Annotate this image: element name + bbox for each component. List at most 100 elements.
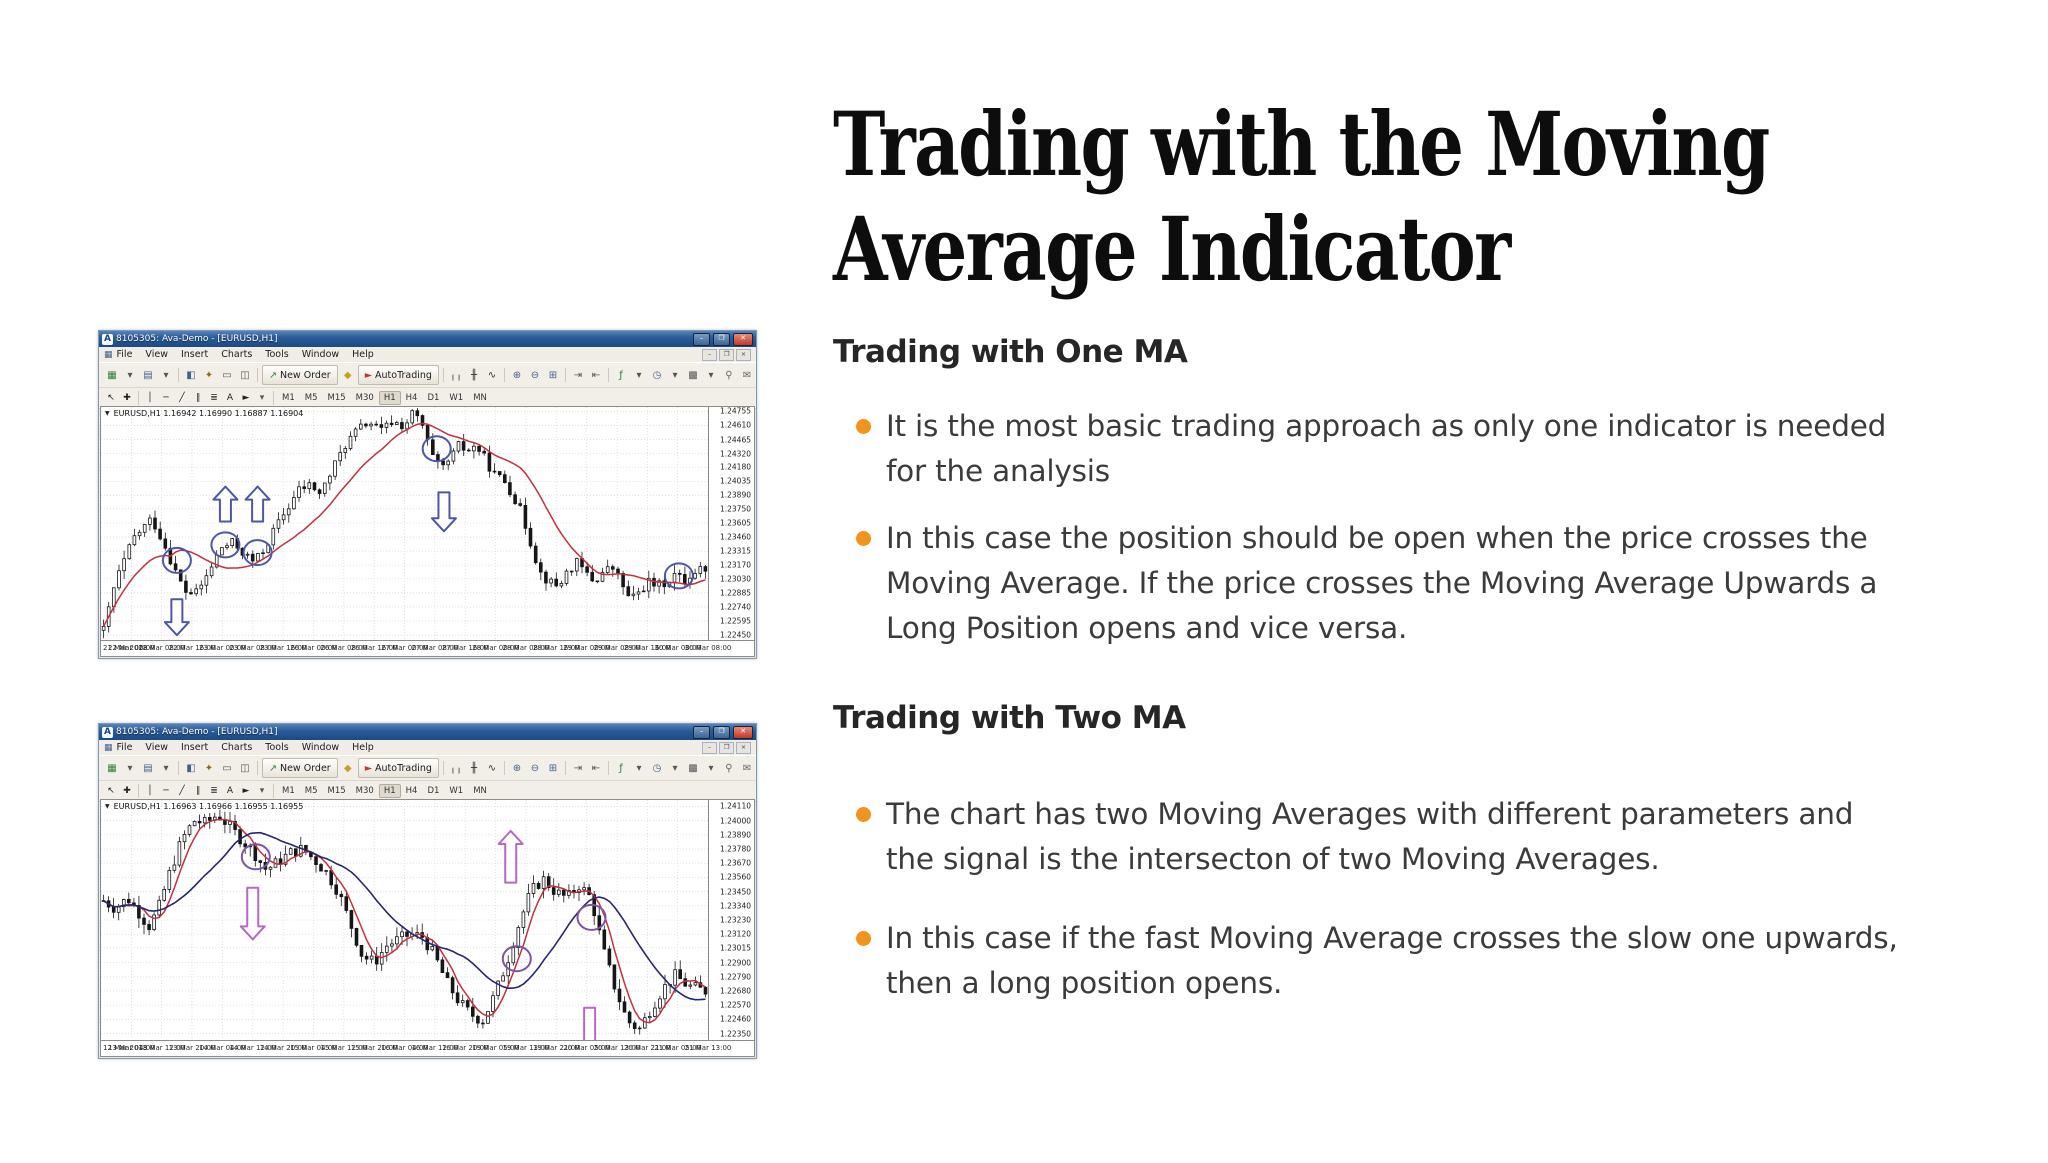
price-chart-plot[interactable]: ▼ EURUSD,H1 1.16942 1.16990 1.16887 1.16… [101, 407, 709, 640]
dropdown-caret-icon[interactable]: ▾ [708, 369, 714, 381]
tile-windows-icon[interactable]: ⊞ [548, 762, 558, 774]
horizontal-line-tool-icon[interactable]: ─ [163, 393, 169, 403]
timeframe-button-m1[interactable]: M1 [282, 393, 295, 403]
mdi-minimize-button[interactable]: – [702, 741, 717, 754]
market-watch-icon[interactable]: ◧ [186, 369, 196, 381]
cursor-tool-icon[interactable]: ↖ [107, 393, 115, 403]
crosshair-tool-icon[interactable]: ✚ [123, 786, 131, 796]
indicators-icon[interactable]: ƒ [619, 369, 623, 381]
minimize-button[interactable]: – [693, 725, 710, 739]
close-button[interactable]: ✕ [733, 332, 753, 346]
candlestick-chart-svg[interactable] [101, 800, 708, 1040]
timeframe-button-w1[interactable]: W1 [449, 393, 464, 403]
menu-item-charts[interactable]: Charts [221, 349, 253, 360]
zoom-out-icon[interactable]: ⊖ [530, 762, 540, 774]
menu-item-tools[interactable]: Tools [265, 742, 289, 753]
vertical-line-tool-icon[interactable]: │ [147, 786, 153, 796]
timeframe-button-h1[interactable]: H1 [378, 784, 401, 798]
timeframe-button-w1[interactable]: W1 [449, 786, 464, 796]
symbol-dropdown-icon[interactable]: ▼ [105, 803, 110, 810]
templates-icon[interactable]: ▩ [688, 369, 698, 381]
menu-item-window[interactable]: Window [301, 349, 340, 360]
chat-icon[interactable]: ✉ [742, 762, 752, 774]
zoom-out-icon[interactable]: ⊖ [530, 369, 540, 381]
symbol-dropdown-icon[interactable]: ▼ [105, 410, 110, 417]
horizontal-line-tool-icon[interactable]: ─ [163, 786, 169, 796]
timeframe-button-m5[interactable]: M5 [304, 786, 318, 796]
dropdown-caret-icon[interactable]: ▾ [163, 369, 169, 381]
crosshair-tool-icon[interactable]: ✚ [123, 393, 131, 403]
maximize-button[interactable]: ❐ [713, 332, 730, 346]
line-chart-icon[interactable]: ∿ [487, 369, 497, 381]
dropdown-caret-icon[interactable]: ▾ [636, 369, 642, 381]
menu-item-file[interactable]: File [116, 349, 133, 360]
bar-chart-icon[interactable]: ╷╷ [449, 762, 462, 774]
auto-scroll-icon[interactable]: ⇥ [573, 369, 583, 381]
templates-icon[interactable]: ▩ [688, 762, 698, 774]
new-order-button[interactable]: ↗ New Order [262, 758, 338, 778]
cursor-tool-icon[interactable]: ↖ [107, 786, 115, 796]
timeframe-button-m30[interactable]: M30 [355, 393, 374, 403]
timeframe-button-m5[interactable]: M5 [304, 393, 318, 403]
mdi-minimize-button[interactable]: – [702, 348, 717, 361]
timeframe-button-m15[interactable]: M15 [327, 393, 346, 403]
mdi-close-button[interactable]: × [736, 348, 751, 361]
terminal-icon[interactable]: ▭ [222, 762, 232, 774]
zoom-in-icon[interactable]: ⊕ [512, 369, 522, 381]
chart-shift-icon[interactable]: ⇤ [591, 762, 601, 774]
timeframe-button-m1[interactable]: M1 [282, 786, 295, 796]
dropdown-caret-icon[interactable]: ▾ [672, 369, 678, 381]
close-button[interactable]: ✕ [733, 725, 753, 739]
dropdown-caret-icon[interactable]: ▾ [127, 762, 133, 774]
menu-item-help[interactable]: Help [352, 349, 374, 360]
strategy-tester-icon[interactable]: ◫ [240, 762, 250, 774]
dropdown-caret-icon[interactable]: ▾ [163, 762, 169, 774]
terminal-icon[interactable]: ▭ [222, 369, 232, 381]
periods-icon[interactable]: ◷ [652, 369, 662, 381]
arrows-tool-icon[interactable]: ► [242, 786, 250, 796]
navigator-icon[interactable]: ✦ [204, 762, 214, 774]
dropdown-caret-icon[interactable]: ▾ [708, 762, 714, 774]
time-axis[interactable]: 12 Mar 2018 13 Mar 04:00 13 Mar 12:00 13 Ma… [101, 1040, 754, 1056]
candlestick-chart-icon[interactable]: ╫ [470, 762, 477, 774]
menu-item-charts[interactable]: Charts [221, 742, 253, 753]
periods-icon[interactable]: ◷ [652, 762, 662, 774]
candlestick-chart-svg[interactable] [101, 407, 708, 640]
price-axis[interactable]: 1.24755 1.24610 1.24465 1.24320 1.24180 1.240… [709, 407, 754, 640]
line-chart-icon[interactable]: ∿ [487, 762, 497, 774]
chart-shift-icon[interactable]: ⇤ [591, 369, 601, 381]
auto-scroll-icon[interactable]: ⇥ [573, 762, 583, 774]
price-chart-plot[interactable]: ▼ EURUSD,H1 1.16963 1.16966 1.16955 1.16… [101, 800, 709, 1040]
fibonacci-tool-icon[interactable]: ≣ [210, 393, 218, 403]
fibonacci-tool-icon[interactable]: ≣ [210, 786, 218, 796]
navigator-icon[interactable]: ✦ [204, 369, 214, 381]
menu-item-file[interactable]: File [116, 742, 133, 753]
timeframe-button-m15[interactable]: M15 [327, 786, 346, 796]
mdi-restore-button[interactable]: ❐ [719, 348, 734, 361]
profiles-icon[interactable]: ▤ [143, 369, 153, 381]
menu-item-view[interactable]: View [145, 742, 168, 753]
chat-icon[interactable]: ✉ [742, 369, 752, 381]
strategy-tester-icon[interactable]: ◫ [240, 369, 250, 381]
trendline-tool-icon[interactable]: ╱ [179, 786, 185, 796]
indicators-icon[interactable]: ƒ [619, 762, 623, 774]
timeframe-button-mn[interactable]: MN [473, 786, 487, 796]
profiles-icon[interactable]: ▤ [143, 762, 153, 774]
maximize-button[interactable]: ❐ [713, 725, 730, 739]
expert-advisors-icon[interactable]: ◆ [343, 762, 352, 774]
mdi-restore-button[interactable]: ❐ [719, 741, 734, 754]
market-watch-icon[interactable]: ◧ [186, 762, 196, 774]
menu-item-help[interactable]: Help [352, 742, 374, 753]
vertical-line-tool-icon[interactable]: │ [147, 393, 153, 403]
timeframe-button-d1[interactable]: D1 [427, 393, 440, 403]
search-icon[interactable]: ⚲ [725, 762, 733, 774]
minimize-button[interactable]: – [693, 332, 710, 346]
dropdown-caret-icon[interactable]: ▾ [259, 786, 265, 796]
menu-item-insert[interactable]: Insert [180, 349, 209, 360]
timeframe-button-h4[interactable]: H4 [405, 786, 418, 796]
text-tool-icon[interactable]: A [226, 393, 234, 403]
trendline-tool-icon[interactable]: ╱ [179, 393, 185, 403]
search-icon[interactable]: ⚲ [725, 369, 733, 381]
autotrading-button[interactable]: ► AutoTrading [357, 758, 439, 778]
text-tool-icon[interactable]: A [226, 786, 234, 796]
